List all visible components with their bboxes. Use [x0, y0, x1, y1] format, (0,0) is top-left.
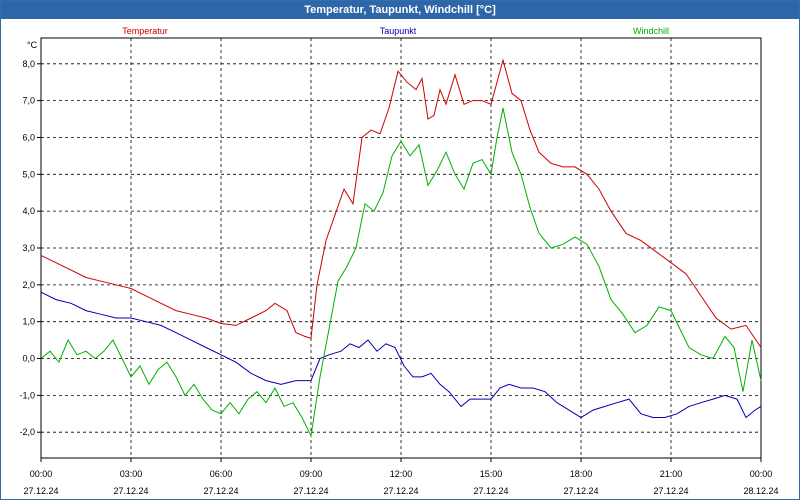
series-line-windchill: [40, 107, 762, 438]
legend-entry-windchill: Windchill: [633, 26, 669, 36]
x-tick-time-label: 06:00: [210, 469, 233, 479]
y-tick-label: 7,0: [22, 96, 35, 106]
y-tick-label: 3,0: [22, 243, 35, 253]
x-tick-date-label: 27.12.24: [203, 486, 238, 496]
x-tick-time-label: 00:00: [30, 469, 53, 479]
legend-entry-temperatur: Temperatur: [122, 26, 168, 36]
axis-ticks: -2,0 -1,0 0,0 1,0 2,0 3,0 4,0 5,0 6,0 7,0 8,0 00:00…: [19, 59, 778, 496]
x-tick-date-label: 27.12.24: [473, 486, 508, 496]
x-tick-time-label: 15:00: [480, 469, 503, 479]
y-tick-label: 8,0: [22, 59, 35, 69]
legend-entry-taupunkt: Taupunkt: [380, 26, 417, 36]
y-tick-label: 4,0: [22, 206, 35, 216]
x-tick-time-label: 00:00: [750, 469, 773, 479]
x-tick-date-label: 27.12.24: [383, 486, 418, 496]
y-tick-label: -2,0: [19, 427, 35, 437]
y-axis-unit-label: °C: [27, 40, 38, 50]
y-tick-label: 6,0: [22, 132, 35, 142]
legend: Temperatur Taupunkt Windchill: [122, 26, 669, 36]
x-tick-time-label: 12:00: [390, 469, 413, 479]
x-tick-date-label: 27.12.24: [563, 486, 598, 496]
x-tick-date-label: 27.12.24: [653, 486, 688, 496]
y-tick-label: 0,0: [22, 354, 35, 364]
x-tick-date-label: 27.12.24: [113, 486, 148, 496]
x-tick-date-label: 28.12.24: [743, 486, 778, 496]
grid: [41, 38, 761, 458]
y-tick-label: 1,0: [22, 317, 35, 327]
series-line-taupunkt: [40, 291, 762, 419]
x-tick-date-label: 27.12.24: [23, 486, 58, 496]
series-lines: [40, 58, 762, 438]
series-line-temperatur: [40, 58, 762, 348]
x-tick-time-label: 09:00: [300, 469, 323, 479]
x-tick-date-label: 27.12.24: [293, 486, 328, 496]
y-tick-label: 2,0: [22, 280, 35, 290]
x-tick-time-label: 21:00: [660, 469, 683, 479]
x-tick-time-label: 18:00: [570, 469, 593, 479]
y-tick-label: -1,0: [19, 390, 35, 400]
chart-title: Temperatur, Taupunkt, Windchill [°C]: [1, 1, 799, 19]
x-tick-time-label: 03:00: [120, 469, 143, 479]
y-tick-label: 5,0: [22, 169, 35, 179]
